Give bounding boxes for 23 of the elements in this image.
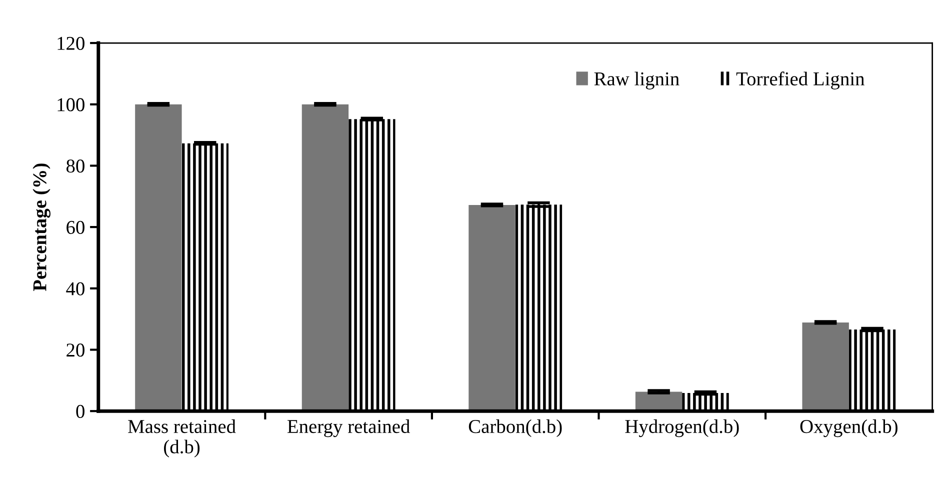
y-tick-label: 0 [76, 404, 84, 418]
legend-label: Torrefied Lignin [736, 72, 864, 90]
bar [848, 329, 896, 412]
bar [182, 143, 228, 412]
bar [302, 104, 349, 412]
y-tick-label: 120 [58, 36, 84, 50]
bar [515, 204, 562, 412]
y-tick-label: 100 [58, 98, 84, 112]
x-tick-label: Carbon(d.b) [468, 419, 562, 438]
x-tick-label: Hydrogen(d.b) [625, 419, 739, 438]
x-tick-label: Energy retained [287, 419, 410, 438]
bar [348, 119, 396, 412]
bar [802, 322, 849, 412]
x-tick-label: Oxygen(d.b) [800, 419, 898, 438]
y-tick-label: 80 [66, 160, 84, 173]
y-tick-label: 60 [66, 220, 84, 234]
bar [135, 104, 182, 412]
y-tick-label: 20 [66, 344, 84, 357]
y-tick-label: 40 [66, 282, 84, 296]
legend-label: Raw lignin [594, 72, 680, 90]
y-axis-title: Percentage (%) [32, 164, 50, 292]
x-tick-label: Mass retained (d.b) [128, 419, 236, 458]
bar [468, 204, 516, 412]
